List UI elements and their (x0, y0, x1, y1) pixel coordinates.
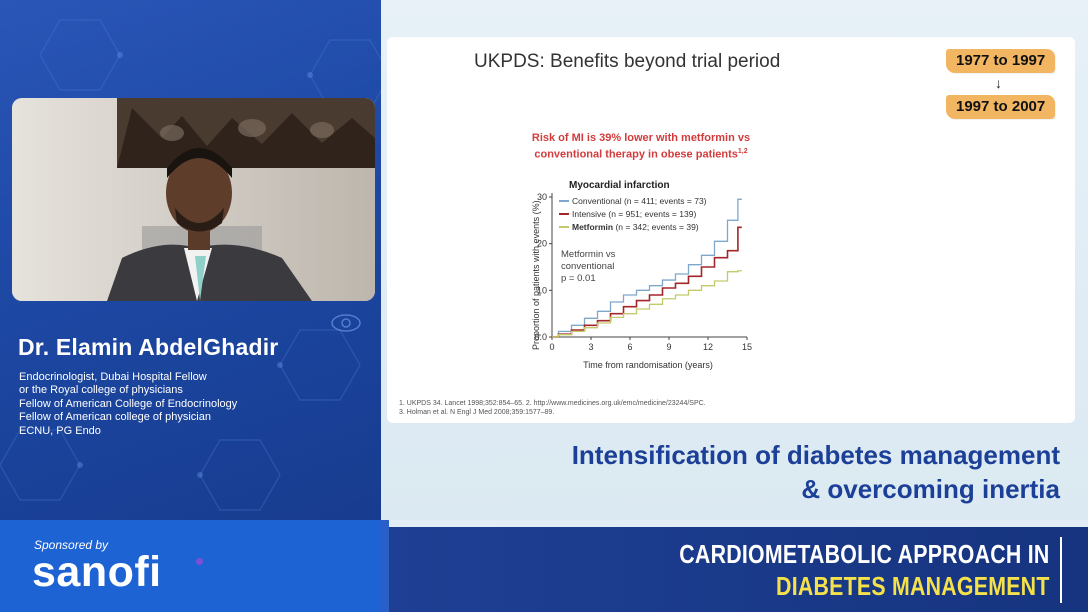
x-tick-label: 3 (588, 342, 593, 352)
divider-strip (389, 520, 1088, 527)
mi-chart: Proportion of patients with events (%) M… (531, 180, 752, 370)
heading-line-1: Intensification of diabetes management (571, 440, 1060, 470)
x-tick-label: 6 (627, 342, 632, 352)
speaker-panel: Dr. Elamin AbdelGhadir Endocrinologist, … (0, 0, 381, 520)
chart-lines (552, 198, 742, 338)
reference-line: 3. Holman et al. N Engl J Med 2008;359:1… (399, 409, 555, 416)
x-tick-label: 12 (703, 342, 713, 352)
eye-icon (331, 314, 361, 332)
brand-line-1: CARDIOMETABOLIC APPROACH IN (679, 539, 1050, 569)
chart-legend: Conventional (n = 411; events = 73) Inten… (559, 196, 707, 232)
brand-divider (1060, 537, 1062, 603)
divider-strip (381, 520, 389, 612)
slide: UKPDS: Benefits beyond trial period 1977… (387, 37, 1075, 423)
x-tick-label: 15 (742, 342, 752, 352)
annotation-line: p = 0.01 (561, 273, 596, 284)
period-tag-2: 1997 to 2007 (946, 95, 1056, 119)
x-tick-label: 9 (666, 342, 671, 352)
speaker-video (12, 98, 375, 301)
y-tick-label: 0.0 (534, 332, 547, 342)
presentation-area: UKPDS: Benefits beyond trial period 1977… (381, 0, 1088, 520)
series-line-0 (552, 198, 742, 338)
y-tick-label: 30 (537, 192, 547, 202)
chart-axes: 0 3 6 9 12 15 0.0 10 20 30 (534, 192, 752, 352)
subtitle-superscript: 1,2 (737, 148, 748, 155)
hexagon-background-pattern (0, 19, 381, 511)
credential-line: Fellow of American college of physician (19, 411, 211, 424)
x-tick-label: 0 (549, 342, 554, 352)
legend-entry: Conventional (n = 411; events = 73) (572, 196, 707, 206)
subtitle-line-2: conventional therapy in obese patients (534, 148, 738, 161)
credential-line: Fellow of American College of Endocrinol… (19, 397, 238, 410)
credential-line: Endocrinologist, Dubai Hospital Fellow (19, 371, 207, 383)
speaker-video-frame (12, 98, 375, 301)
credential-line: ECNU, PG Endo (19, 424, 101, 437)
annotation-line: Metformin vs (561, 249, 616, 260)
slide-subtitle: Risk of MI is 39% lower with metformin v… (527, 132, 755, 162)
sanofi-logo-dot (196, 558, 203, 565)
reference-line: 1. UKPDS 34. Lancet 1998;352:854–65. 2. … (399, 400, 706, 407)
legend-entry: Metformin (n = 342; events = 39) (572, 222, 699, 232)
credential-line: or the Royal college of physicians (19, 384, 183, 397)
period-tag-1: 1977 to 1997 (946, 49, 1056, 73)
down-arrow-icon: ↓ (995, 75, 1002, 91)
chart-title: Myocardial infarction (569, 180, 670, 191)
heading-line-2: & overcoming inertia (801, 474, 1060, 504)
y-tick-label: 10 (537, 285, 547, 295)
speaker-credentials: Endocrinologist, Dubai Hospital Fellow o… (19, 371, 237, 438)
sponsor-bar: Sponsored by sanofi (0, 520, 381, 612)
annotation-line: conventional (561, 261, 614, 272)
slide-title: UKPDS: Benefits beyond trial period (474, 51, 781, 72)
main-heading: Intensification of diabetes management &… (572, 438, 1060, 506)
brand-bar: CARDIOMETABOLIC APPROACH IN DIABETES MAN… (389, 527, 1088, 612)
brand-line-2: DIABETES MANAGEMENT (776, 571, 1050, 601)
subtitle-line-1: Risk of MI is 39% lower with metformin v… (531, 132, 751, 144)
chart-ylabel: Proportion of patients with events (%) (531, 200, 541, 350)
series-line-2 (552, 270, 742, 338)
sanofi-logo: sanofi (32, 548, 162, 596)
y-tick-label: 20 (537, 239, 547, 249)
legend-entry: Intensive (n = 951; events = 139) (572, 209, 696, 219)
sponsored-by-label: Sponsored by (34, 538, 109, 552)
speaker-name: Dr. Elamin AbdelGhadir (18, 334, 279, 360)
slide-references: 1. UKPDS 34. Lancet 1998;352:854–65. 2. … (399, 399, 706, 417)
chart-xlabel: Time from randomisation (years) (583, 360, 713, 370)
